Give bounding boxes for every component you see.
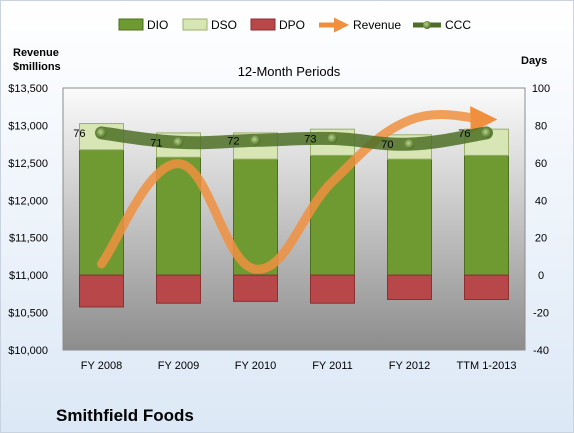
chart-title: 12-Month Periods bbox=[238, 64, 341, 79]
right-tick-label-7: -40 bbox=[533, 345, 549, 357]
right-axis-ticks: 100 80 60 40 20 0 -20 -40 bbox=[532, 83, 550, 357]
ccc-data-label-0: 76 bbox=[73, 128, 85, 140]
x-tick-label-1: FY 2009 bbox=[158, 360, 199, 372]
ccc-data-label-2: 72 bbox=[227, 135, 239, 147]
legend-swatch-dio bbox=[118, 18, 144, 31]
bar-dpo-4 bbox=[387, 274, 432, 300]
bar-dpo-3 bbox=[310, 274, 355, 304]
bar-dpo-0 bbox=[79, 274, 124, 308]
left-tick-label-0: $13,500 bbox=[8, 83, 48, 95]
x-tick-label-4: FY 2012 bbox=[389, 360, 430, 372]
left-axis-label-line2: $millions bbox=[13, 61, 61, 73]
bars-layer bbox=[79, 123, 509, 308]
ccc-data-label-4: 70 bbox=[381, 139, 393, 151]
ccc-data-label-1: 71 bbox=[150, 137, 162, 149]
ccc-point-3 bbox=[327, 133, 338, 144]
ccc-point-4 bbox=[404, 139, 415, 150]
legend-label-revenue: Revenue bbox=[353, 18, 401, 32]
ccc-line bbox=[95, 126, 493, 151]
right-tick-label-0: 100 bbox=[532, 83, 550, 95]
ccc-data-label-5: 76 bbox=[458, 128, 470, 140]
legend-swatch-dso bbox=[182, 18, 208, 31]
lines-layer: 76 71 72 73 70 76 bbox=[73, 106, 498, 274]
bar-dio-0 bbox=[79, 149, 124, 276]
plot-area bbox=[62, 87, 526, 351]
right-tick-label-4: 20 bbox=[535, 233, 547, 245]
bar-dpo-5 bbox=[464, 274, 509, 300]
legend-label-dpo: DPO bbox=[279, 18, 305, 32]
company-name: Smithfield Foods bbox=[56, 406, 194, 425]
revenue-line bbox=[97, 106, 498, 274]
right-tick-label-5: 0 bbox=[538, 270, 544, 282]
bar-dio-3 bbox=[310, 154, 355, 276]
right-tick-label-1: 80 bbox=[535, 120, 547, 132]
left-tick-label-4: $11,500 bbox=[9, 233, 48, 245]
x-tick-label-2: FY 2010 bbox=[235, 360, 276, 372]
legend-label-ccc: CCC bbox=[445, 18, 471, 32]
legend-label-dio: DIO bbox=[147, 18, 168, 32]
left-axis-label-line1: Revenue bbox=[13, 47, 59, 59]
x-tick-label-0: FY 2008 bbox=[81, 360, 122, 372]
left-tick-label-5: $11,000 bbox=[9, 270, 48, 282]
left-tick-label-2: $12,500 bbox=[8, 158, 48, 170]
left-tick-label-3: $12,000 bbox=[8, 195, 48, 207]
bar-dio-4 bbox=[387, 158, 432, 276]
left-tick-label-7: $10,000 bbox=[8, 345, 48, 357]
bar-dpo-1 bbox=[156, 274, 201, 304]
ccc-point-0 bbox=[96, 127, 107, 138]
ccc-point-2 bbox=[250, 135, 261, 146]
ccc-point-1 bbox=[173, 137, 184, 148]
ccc-data-label-3: 73 bbox=[304, 134, 316, 146]
legend-marker-ccc bbox=[423, 21, 431, 29]
x-tick-label-3: FY 2011 bbox=[312, 360, 353, 372]
legend-swatch-dpo bbox=[250, 18, 276, 31]
right-axis-label: Days bbox=[521, 55, 547, 67]
legend-label-dso: DSO bbox=[211, 18, 237, 32]
bar-dpo-2 bbox=[233, 274, 278, 302]
left-tick-label-6: $10,500 bbox=[8, 308, 48, 320]
ccc-point-5 bbox=[481, 127, 492, 138]
left-tick-label-1: $13,000 bbox=[8, 120, 48, 132]
left-axis-ticks: $13,500 $13,000 $12,500 $12,000 $11,500 $11,0… bbox=[8, 83, 48, 357]
right-tick-label-6: -20 bbox=[533, 308, 549, 320]
x-axis-ticks: FY 2008 FY 2009 FY 2010 FY 2011 FY 2012 TTM 1… bbox=[81, 360, 517, 372]
legend: DIO DSO DPO Revenue CCC bbox=[118, 17, 471, 33]
right-tick-label-3: 40 bbox=[535, 195, 547, 207]
right-tick-label-2: 60 bbox=[535, 158, 547, 170]
x-tick-label-5: TTM 1-2013 bbox=[457, 360, 517, 372]
bar-dio-5 bbox=[464, 154, 509, 276]
